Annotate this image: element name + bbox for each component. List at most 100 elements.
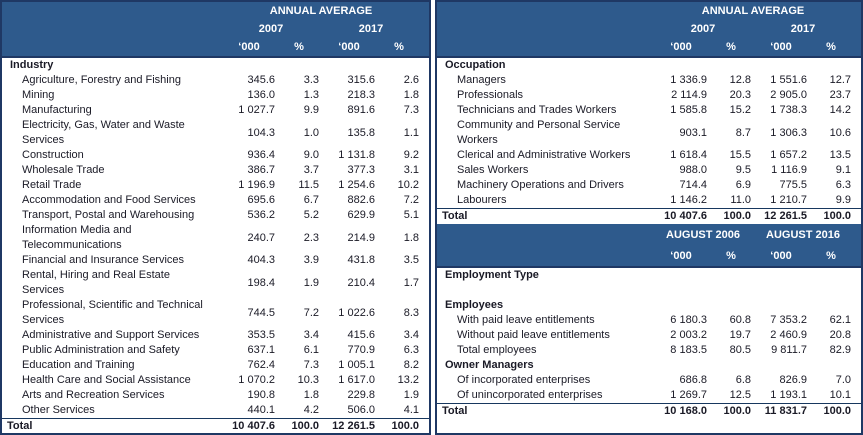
value-2017-thousands: 1 131.8 xyxy=(338,149,375,161)
value-2007-thousands: 695.6 xyxy=(247,194,275,206)
value-2017-percent: 8.2 xyxy=(403,359,419,371)
unit-thousands-header: ‘000 xyxy=(770,249,792,262)
value-2017-percent: 9.1 xyxy=(835,164,851,176)
value-2016-thousands: 7 353.2 xyxy=(770,314,807,326)
value-2007-thousands: 353.5 xyxy=(247,329,275,341)
value-2007-thousands: 240.7 xyxy=(247,231,275,244)
value-2007-thousands: 1 336.9 xyxy=(670,74,707,86)
value-2017-thousands: 1 306.3 xyxy=(770,126,807,139)
value-2017-thousands: 218.3 xyxy=(347,89,375,101)
value-2007-percent: 12.8 xyxy=(729,74,751,86)
row-label: Mining xyxy=(22,89,55,101)
value-2007-thousands: 988.0 xyxy=(679,164,707,176)
row-label: Rental, Hiring and Real Estate Services xyxy=(22,269,170,296)
table-row: Clerical and Administrative Workers 1 61… xyxy=(437,148,861,163)
value-2007-thousands: 386.7 xyxy=(247,164,275,176)
row-label: Clerical and Administrative Workers xyxy=(457,149,631,161)
total-2007-thousands: 10 407.6 xyxy=(664,210,707,222)
value-2007-percent: 4.2 xyxy=(303,404,319,416)
table-row: Managers 1 336.9 12.8 1 551.6 12.7 xyxy=(437,73,861,88)
value-2017-thousands: 315.6 xyxy=(347,74,375,86)
row-label: Other Services xyxy=(22,404,95,416)
annual-average-title: ANNUAL AVERAGE xyxy=(701,5,805,17)
value-2017-thousands: 1 617.0 xyxy=(338,374,375,386)
value-2007-percent: 6.1 xyxy=(303,344,319,356)
value-2016-percent: 20.8 xyxy=(829,329,851,341)
table-row: Other Services 440.1 4.2 506.0 4.1 xyxy=(2,403,429,418)
unit-thousands-header: ‘000 xyxy=(670,41,692,53)
value-2006-percent: 12.5 xyxy=(729,389,751,401)
value-2007-thousands: 1 146.2 xyxy=(670,194,707,206)
value-2017-percent: 1.1 xyxy=(403,126,419,139)
row-label: Electricity, Gas, Water and Waste Servic… xyxy=(22,119,185,146)
value-2017-percent: 3.5 xyxy=(403,254,419,266)
row-label: Labourers xyxy=(457,194,507,206)
table-row: Rental, Hiring and Real Estate Services … xyxy=(2,268,429,298)
occupation-total-row: Total 10 407.6 100.0 12 261.5 100.0 xyxy=(437,208,861,224)
value-2017-percent: 9.2 xyxy=(403,149,419,161)
value-2006-thousands: 8 183.5 xyxy=(670,344,707,356)
value-2017-percent: 1.8 xyxy=(403,89,419,101)
table-row: Professionals 2 114.9 20.3 2 905.0 23.7 xyxy=(437,88,861,103)
table-row: Labourers 1 146.2 11.0 1 210.7 9.9 xyxy=(437,193,861,208)
value-2016-percent: 82.9 xyxy=(829,344,851,356)
value-2017-thousands: 377.3 xyxy=(347,164,375,176)
table-row: Machinery Operations and Drivers 714.4 6… xyxy=(437,178,861,193)
section-title: Industry xyxy=(10,59,54,71)
year-2017-header: 2017 xyxy=(790,23,816,35)
table-row: Financial and Insurance Services 404.3 3… xyxy=(2,253,429,268)
table-row: Administrative and Support Services 353.… xyxy=(2,328,429,343)
industry-panel: ANNUAL AVERAGE 2007 2017 ‘000 % ‘000 % I… xyxy=(0,0,431,435)
value-2007-percent: 11.0 xyxy=(730,194,751,206)
total-2017-thousands: 12 261.5 xyxy=(332,420,375,432)
value-2007-percent: 2.3 xyxy=(303,231,319,244)
unit-thousands-header: ‘000 xyxy=(238,41,260,53)
unit-percent-header: % xyxy=(294,41,304,53)
value-2007-thousands: 936.4 xyxy=(247,149,275,161)
value-2007-thousands: 744.5 xyxy=(247,306,275,319)
row-label: Arts and Recreation Services xyxy=(22,389,165,401)
group-title: Owner Managers xyxy=(445,359,534,371)
value-2007-percent: 1.3 xyxy=(303,89,319,101)
annual-average-title: ANNUAL AVERAGE xyxy=(269,5,373,17)
value-2017-percent: 3.1 xyxy=(403,164,419,176)
value-2007-thousands: 762.4 xyxy=(247,359,275,371)
value-2006-percent: 60.8 xyxy=(729,314,751,326)
row-label: Agriculture, Forestry and Fishing xyxy=(22,74,181,86)
value-2017-percent: 14.2 xyxy=(829,104,851,116)
value-2017-thousands: 775.5 xyxy=(779,179,807,191)
total-2007-percent: 100.0 xyxy=(291,420,319,432)
value-2007-thousands: 536.2 xyxy=(247,209,275,221)
value-2007-percent: 20.3 xyxy=(729,89,751,101)
value-2017-percent: 7.3 xyxy=(403,104,419,116)
value-2017-percent: 13.2 xyxy=(397,374,419,386)
value-2007-thousands: 440.1 xyxy=(247,404,275,416)
value-2016-thousands: 826.9 xyxy=(779,374,807,386)
value-2006-percent: 6.8 xyxy=(735,374,751,386)
value-2007-thousands: 136.0 xyxy=(247,89,275,101)
value-2006-thousands: 6 180.3 xyxy=(670,314,707,326)
value-2006-percent: 19.7 xyxy=(729,329,751,341)
table-row: Without paid leave entitlements 2 003.2 … xyxy=(437,328,861,343)
unit-thousands-header: ‘000 xyxy=(338,41,360,53)
value-2017-thousands: 135.8 xyxy=(347,126,375,139)
table-row: Total employees 8 183.5 80.5 9 811.7 82.… xyxy=(437,343,861,358)
value-2007-thousands: 714.4 xyxy=(679,179,707,191)
value-2017-percent: 10.6 xyxy=(829,126,851,139)
row-label: Of unincorporated enterprises xyxy=(457,389,603,401)
year-2007-header: 2007 xyxy=(258,23,284,35)
total-2007-percent: 100.0 xyxy=(723,210,751,222)
value-2007-thousands: 1 070.2 xyxy=(238,374,275,386)
value-2007-percent: 3.7 xyxy=(303,164,319,176)
value-2016-percent: 7.0 xyxy=(835,374,851,386)
value-2006-thousands: 2 003.2 xyxy=(670,329,707,341)
value-2007-percent: 9.9 xyxy=(303,104,319,116)
total-2006-thousands: 10 168.0 xyxy=(664,405,707,417)
industry-header-band: ANNUAL AVERAGE 2007 2017 ‘000 % ‘000 % xyxy=(2,2,429,58)
value-2017-percent: 13.5 xyxy=(829,149,851,161)
value-2017-percent: 5.1 xyxy=(403,209,419,221)
value-2007-percent: 1.0 xyxy=(303,126,319,139)
value-2017-thousands: 1 551.6 xyxy=(770,74,807,86)
value-2017-thousands: 1 254.6 xyxy=(338,179,375,191)
value-2017-thousands: 506.0 xyxy=(347,404,375,416)
